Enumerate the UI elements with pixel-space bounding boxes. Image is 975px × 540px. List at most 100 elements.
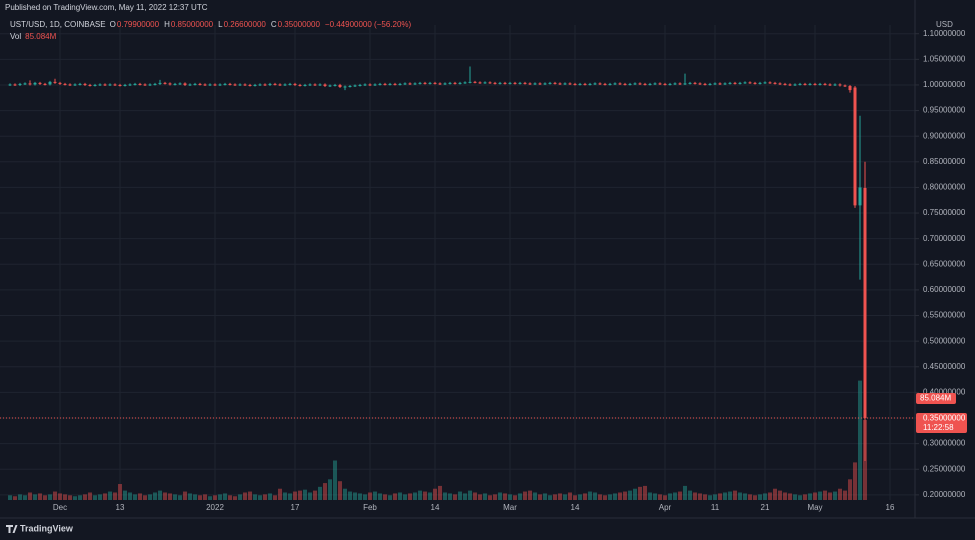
- candle-body: [73, 84, 77, 86]
- candle-body: [513, 82, 517, 84]
- volume-bar: [43, 495, 47, 500]
- volume-bar: [763, 493, 767, 500]
- candle-body: [333, 84, 337, 86]
- candle-body: [598, 83, 602, 85]
- volume-bar: [203, 494, 207, 500]
- candle-body: [543, 83, 547, 85]
- volume-bar: [578, 494, 582, 500]
- candle-body: [53, 81, 57, 83]
- candle-body: [613, 83, 617, 85]
- volume-bar: [783, 492, 787, 500]
- volume-bar: [378, 493, 382, 500]
- volume-bar: [523, 491, 527, 500]
- volume-bar: [83, 494, 87, 500]
- volume-bar: [658, 494, 662, 500]
- candle-body: [468, 81, 472, 83]
- volume-bar: [223, 493, 227, 500]
- volume-bar: [213, 495, 217, 500]
- candle-body: [313, 84, 317, 86]
- volume-bar: [648, 492, 652, 500]
- volume-bar: [243, 492, 247, 500]
- candle-body: [343, 86, 347, 88]
- candle-body: [618, 83, 622, 85]
- candle-body: [13, 84, 17, 86]
- candle-body: [698, 83, 702, 85]
- x-tick-label: 11: [711, 503, 720, 512]
- candle-body: [258, 84, 262, 86]
- volume-bar: [98, 494, 102, 500]
- candle-body: [488, 82, 492, 84]
- volume-bar: [33, 494, 37, 500]
- candle-body: [863, 187, 867, 419]
- volume-bar: [348, 491, 352, 500]
- candle-body: [483, 82, 487, 84]
- volume-bar: [698, 493, 702, 500]
- volume-bar: [473, 492, 477, 500]
- candle-body: [453, 82, 457, 84]
- ohlc-value: 0.79900000: [117, 20, 160, 29]
- candle-body: [523, 82, 527, 84]
- volume-bar: [373, 491, 377, 500]
- volume-bar: [543, 493, 547, 500]
- candle-body: [518, 82, 522, 84]
- volume-bar: [633, 488, 637, 500]
- volume-bar: [823, 490, 827, 500]
- volume-bar: [353, 492, 357, 500]
- volume-bar: [738, 492, 742, 500]
- volume-bar: [28, 492, 32, 500]
- candle-body: [133, 83, 137, 85]
- volume-bar: [68, 495, 72, 500]
- volume-bar: [103, 493, 107, 500]
- y-tick-label: 0.50000000: [923, 336, 966, 345]
- volume-bar: [88, 492, 92, 500]
- volume-bar: [558, 493, 562, 500]
- ohlc-value: 0.26600000: [224, 20, 267, 29]
- candle-body: [93, 84, 97, 86]
- candle-body: [708, 83, 712, 85]
- y-tick-label: 0.70000000: [923, 234, 966, 243]
- x-tick-label: 13: [116, 503, 125, 512]
- candle-body: [628, 83, 632, 85]
- candle-body: [763, 82, 767, 84]
- volume-bar: [538, 494, 542, 500]
- candle-body: [663, 83, 667, 85]
- candle-body: [773, 82, 777, 84]
- volume-bar: [53, 491, 57, 500]
- candle-body: [298, 84, 302, 86]
- candle-body: [728, 82, 732, 84]
- candle-body: [768, 82, 772, 84]
- volume-bar: [548, 495, 552, 500]
- candle-body: [353, 85, 357, 87]
- volume-bar: [298, 490, 302, 500]
- volume-bar: [73, 496, 77, 500]
- candle-body: [678, 83, 682, 85]
- candle-body: [403, 83, 407, 85]
- candle-body: [213, 84, 217, 86]
- candle-body: [813, 83, 817, 85]
- volume-bar: [693, 492, 697, 500]
- candle-body: [393, 83, 397, 85]
- candle-body: [853, 87, 857, 206]
- volume-bar: [358, 493, 362, 500]
- volume-bar: [23, 495, 27, 500]
- candle-body: [83, 83, 87, 85]
- volume-bar: [148, 494, 152, 500]
- candle-body: [288, 83, 292, 85]
- candle-body: [583, 83, 587, 85]
- x-tick-label: 17: [291, 503, 300, 512]
- candle-body: [383, 83, 387, 85]
- volume-bar: [168, 493, 172, 500]
- volume-bar: [328, 479, 332, 500]
- candle-body: [538, 83, 542, 85]
- candle-body: [473, 81, 477, 83]
- volume-bar: [478, 494, 482, 500]
- candle-body: [688, 82, 692, 84]
- volume-bar: [433, 488, 437, 500]
- x-tick-label: Dec: [53, 503, 67, 512]
- candle-body: [643, 83, 647, 85]
- volume-bar: [643, 485, 647, 500]
- candle-body: [588, 83, 592, 85]
- volume-bar: [813, 492, 817, 500]
